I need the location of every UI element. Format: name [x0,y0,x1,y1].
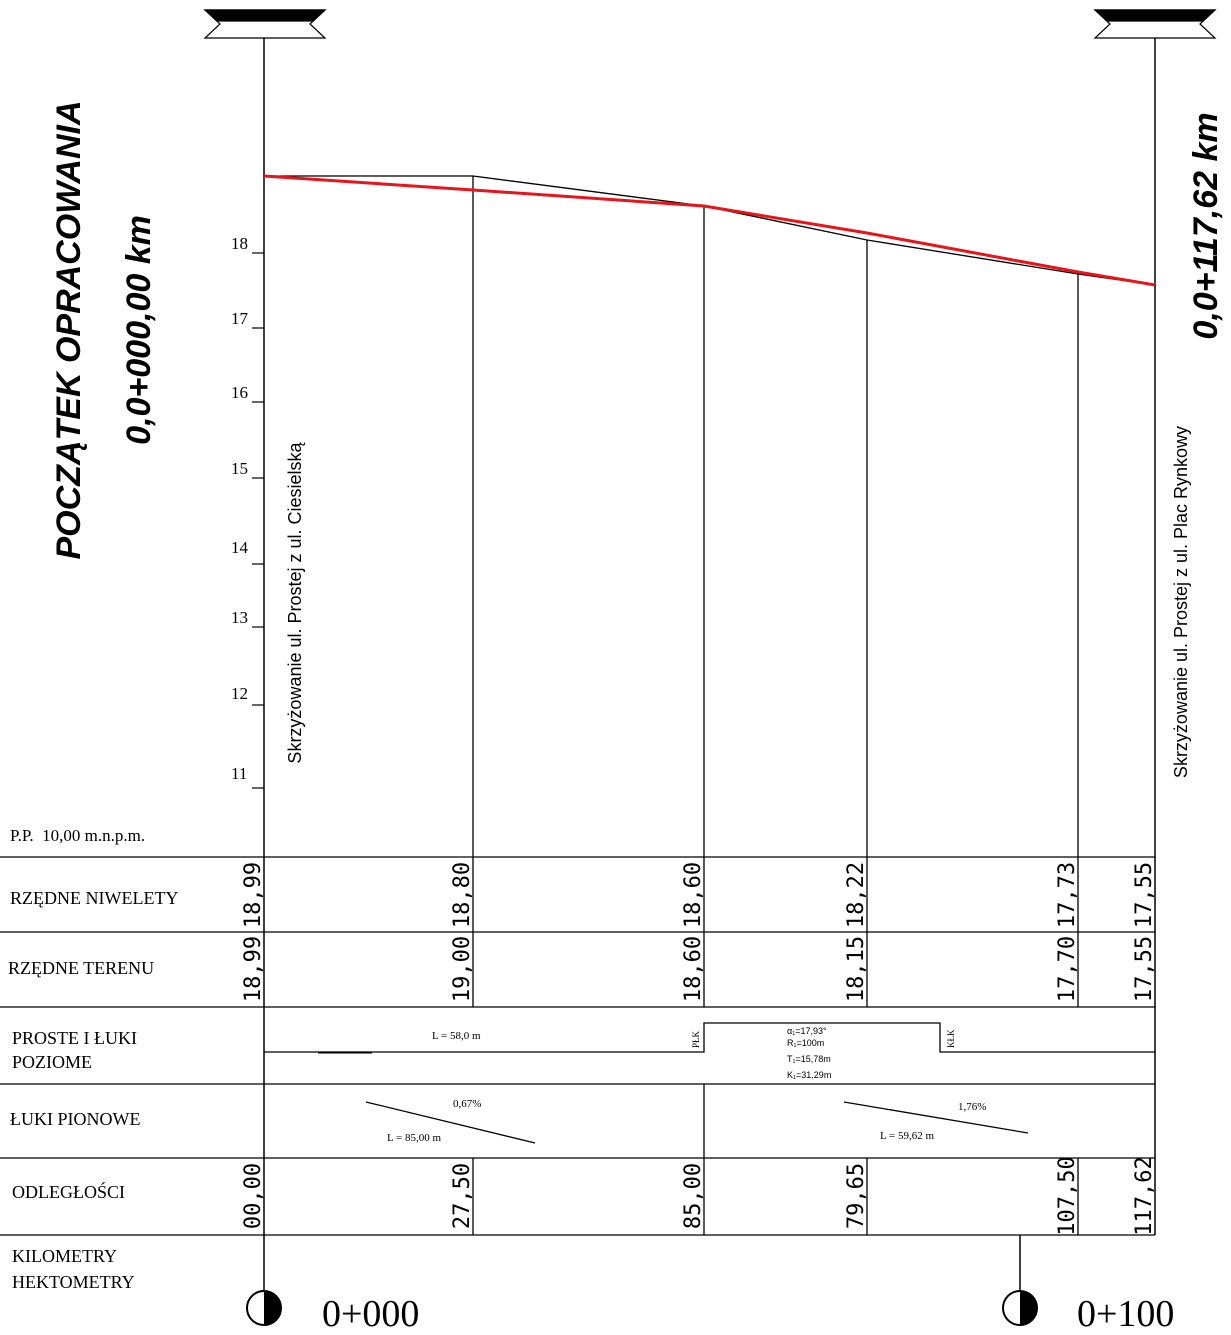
hectometer-label: 0+100 [1077,1293,1174,1335]
end-flag-icon [1093,9,1217,39]
elevation-tick-16: 16 [231,383,248,402]
niweleta-value: 18,80 [450,862,475,928]
elevation-tick-14: 14 [231,538,249,557]
hectometer-label: 0+000 [322,1293,419,1335]
distance-value: 85,00 [681,1163,706,1229]
plk-label: PŁK [691,1030,701,1048]
row-label-km-1: KILOMETRY [12,1246,117,1266]
grade-line [263,174,1156,287]
elevation-scale [252,252,264,789]
curve-param: α₁=17,93° [787,1026,827,1036]
niweleta-value: 18,60 [681,862,706,928]
curve-param: K₁=31,29m [787,1070,831,1080]
row-label-niweleta: RZĘDNE NIWELETY [10,888,178,908]
hectometer-marker-icon [246,1290,282,1326]
distance-value: 79,65 [844,1163,869,1229]
distance-value: 00,00 [241,1163,266,1229]
niweleta-value: 18,99 [241,862,266,928]
end-intersection-label: Skrzyżowanie ul. Prostej z ul. Plac Rynk… [1171,426,1191,778]
end-chainage: 0,0+117,62 km [1187,112,1225,339]
curve-param: R₁=100m [787,1038,824,1048]
elevation-tick-11: 11 [231,764,247,783]
distance-value: 27,50 [450,1163,475,1229]
vertical-alignment [365,1101,1029,1144]
start-chainage: 0,0+000,00 km [120,215,158,445]
teren-value: 19,00 [450,936,475,1002]
distance-value: 117,62 [1132,1156,1157,1235]
row-label-odleglosci: ODLEGŁOŚCI [12,1181,125,1202]
vertical-grade: 1,76% [958,1101,986,1113]
elevation-tick-17: 17 [231,309,249,328]
distance-value: 107,50 [1055,1156,1080,1235]
curve-param: T₁=15,78m [787,1054,831,1064]
elevation-tick-18: 18 [231,234,248,253]
row-label-proste-2: POZIOME [12,1052,92,1072]
start-title: POCZĄTEK OPRACOWANIA [50,101,88,560]
terrain-line [264,175,1156,286]
teren-value: 18,15 [844,936,869,1002]
start-intersection-label: Skrzyżowanie ul. Prostej z ul. Ciesielsk… [285,441,305,763]
station-lines [472,176,1079,857]
teren-value: 17,70 [1055,936,1080,1002]
row-label-luki: ŁUKI PIONOWE [10,1109,140,1129]
datum-label: P.P. 10,00 m.n.p.m. [10,826,145,845]
niweleta-value: 17,73 [1055,862,1080,928]
niweleta-value: 18,22 [844,862,869,928]
vertical-length: L = 85,00 m [387,1132,442,1144]
row-label-km-2: HEKTOMETRY [12,1272,135,1292]
teren-value: 18,99 [241,936,266,1002]
start-flag-icon [203,9,327,39]
row-label-teren: RZĘDNE TERENU [8,958,154,978]
elevation-tick-15: 15 [231,459,248,478]
vertical-grade: 0,67% [453,1098,481,1110]
teren-value: 17,55 [1132,936,1157,1002]
straight-length-label: L = 58,0 m [432,1030,481,1042]
row-label-proste-1: PROSTE I ŁUKI [12,1028,137,1048]
vertical-length: L = 59,62 m [880,1130,935,1142]
niweleta-value: 17,55 [1132,862,1157,928]
elevation-tick-13: 13 [231,608,248,627]
klk-label: KŁK [946,1029,956,1048]
hectometer-marker-icon [1002,1290,1038,1326]
horizontal-alignment [264,1022,1155,1054]
teren-value: 18,60 [681,936,706,1002]
elevation-tick-12: 12 [231,684,248,703]
table-grid [0,856,1155,1236]
